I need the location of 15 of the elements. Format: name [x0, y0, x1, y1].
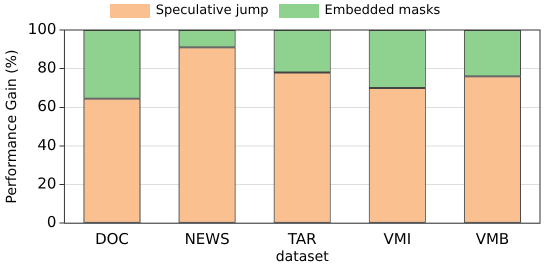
- x-tick-label: VMB: [476, 230, 510, 248]
- x-tick-label: NEWS: [184, 230, 230, 248]
- x-tick-label: TAR: [286, 230, 317, 248]
- x-tick-label: VMI: [384, 230, 412, 248]
- y-tick-label: 100: [28, 20, 56, 38]
- x-axis-title: dataset: [276, 249, 330, 266]
- y-tick-label: 40: [37, 136, 56, 154]
- x-tick-label: DOC: [95, 230, 129, 248]
- y-axis-title: Performance Gain (%): [4, 50, 20, 204]
- legend-label: Speculative jump: [156, 3, 269, 18]
- legend-label: Embedded masks: [324, 3, 440, 18]
- y-tick-label: 60: [37, 97, 56, 116]
- y-tick-label: 20: [37, 174, 56, 192]
- y-tick-label: 80: [37, 58, 56, 77]
- y-tick-label: 0: [46, 213, 56, 232]
